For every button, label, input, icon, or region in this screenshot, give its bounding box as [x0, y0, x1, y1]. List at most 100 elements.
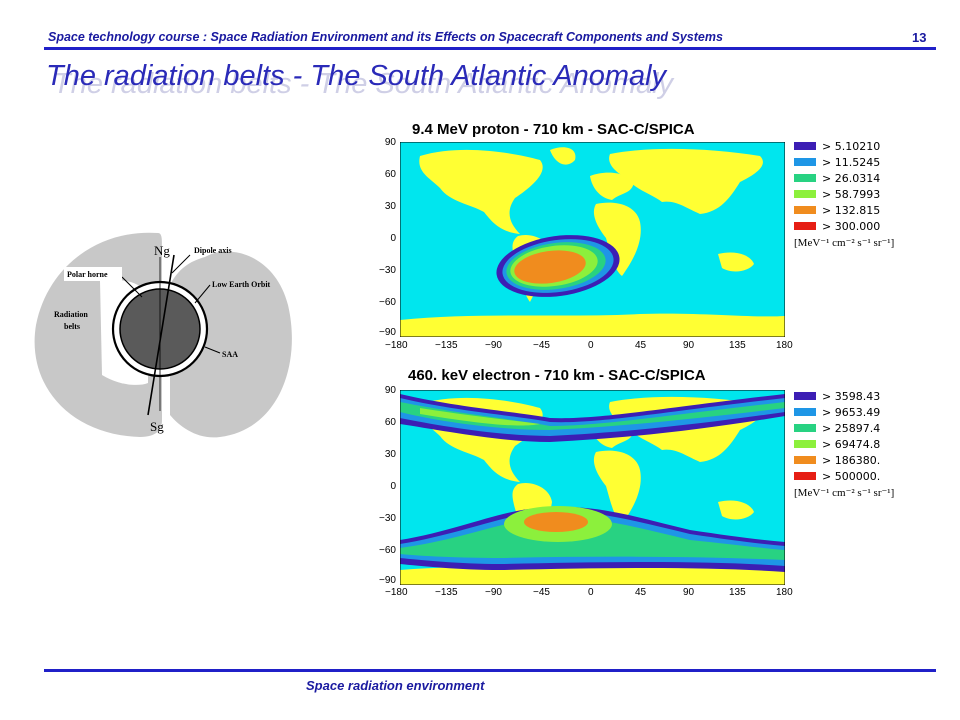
y-tick: −60 [379, 545, 396, 556]
y-tick: 60 [384, 169, 396, 180]
north-label: Ng [154, 243, 170, 258]
legend-unit: [MeV⁻¹ cm⁻² s⁻¹ sr⁻¹] [794, 487, 895, 499]
y-tick: 90 [384, 137, 396, 148]
right-radiation-belt [170, 251, 292, 438]
y-tick: 60 [384, 417, 396, 428]
legend-swatch [794, 142, 816, 150]
electron-map-legend: > 3598.43 > 9653.49 > 25897.4 > 69474.8 … [794, 388, 954, 499]
x-tick: 90 [683, 587, 695, 598]
y-tick: 30 [384, 449, 396, 460]
legend-swatch [794, 456, 816, 464]
y-tick: −60 [379, 297, 396, 308]
legend-item: > 3598.43 [794, 388, 954, 404]
footer-rule [44, 669, 936, 672]
x-tick: −180 [385, 340, 408, 351]
radiation-label: Radiation [54, 310, 88, 319]
x-tick: −90 [485, 340, 502, 351]
x-tick: −90 [485, 587, 502, 598]
legend-label: > 132.815 [822, 203, 881, 217]
legend-unit: [MeV⁻¹ cm⁻² s⁻¹ sr⁻¹] [794, 237, 895, 249]
low-earth-orbit-label: Low Earth Orbit [212, 280, 271, 289]
x-tick: 45 [635, 587, 647, 598]
leo-pointer [194, 284, 211, 304]
legend-label: > 26.0314 [822, 171, 881, 185]
dipole-axis-label: Dipole axis [194, 246, 232, 255]
proton-map-title: 9.4 MeV proton - 710 km - SAC-C/SPICA [412, 121, 695, 138]
legend-swatch [794, 190, 816, 198]
proton-map-x-axis: −180 −135 −90 −45 0 45 90 135 180 [385, 340, 800, 354]
dipole-axis-line [147, 254, 175, 416]
legend-label: > 300.000 [822, 219, 881, 233]
legend-item: > 132.815 [794, 202, 954, 218]
saa-contours [496, 235, 620, 297]
y-tick: −90 [379, 575, 396, 586]
legend-swatch [794, 206, 816, 214]
legend-item: > 300.000 [794, 218, 954, 234]
polar-pointer [121, 276, 143, 298]
saa-pointer [204, 346, 221, 354]
page-number: 13 [912, 30, 927, 45]
electron-flux-map [400, 390, 785, 585]
y-tick: −30 [379, 265, 396, 276]
legend-label: > 500000. [822, 469, 881, 483]
legend-swatch [794, 158, 816, 166]
header-rule [44, 47, 936, 50]
legend-item: > 58.7993 [794, 186, 954, 202]
belts-label: belts [64, 322, 80, 331]
legend-swatch [794, 408, 816, 416]
y-tick: −90 [379, 327, 396, 338]
legend-label: > 69474.8 [822, 437, 881, 451]
y-tick: 30 [384, 201, 396, 212]
legend-label: > 25897.4 [822, 421, 881, 435]
x-tick: 0 [588, 340, 594, 351]
radiation-belt-diagram: Ng Sg Dipole axis Polar horne Low Earth … [34, 232, 292, 438]
legend-swatch [794, 174, 816, 182]
legend-item: > 11.5245 [794, 154, 954, 170]
x-tick: 90 [683, 340, 695, 351]
x-tick: 135 [729, 340, 746, 351]
x-tick: 180 [776, 340, 793, 351]
legend-swatch [794, 222, 816, 230]
legend-label: > 3598.43 [822, 389, 881, 403]
dipole-pointer [171, 254, 191, 274]
slide-title-shadow: The radiation belts - The South Atlantic… [53, 68, 674, 100]
south-label: Sg [150, 419, 164, 434]
proton-map-legend: > 5.10210 > 11.5245 > 26.0314 > 58.7993 … [794, 138, 954, 249]
x-tick: 180 [776, 587, 793, 598]
x-tick: −45 [533, 587, 550, 598]
legend-swatch [794, 424, 816, 432]
legend-item: > 25897.4 [794, 420, 954, 436]
legend-label: > 5.10210 [822, 139, 881, 153]
x-tick: 0 [588, 587, 594, 598]
polar-horne-box [64, 267, 122, 281]
legend-swatch [794, 440, 816, 448]
legend-item: > 9653.49 [794, 404, 954, 420]
continents [400, 147, 785, 337]
legend-label: > 186380. [822, 453, 881, 467]
legend-swatch [794, 392, 816, 400]
legend-item: > 500000. [794, 468, 954, 484]
legend-item: > 69474.8 [794, 436, 954, 452]
polar-horne-label: Polar horne [67, 270, 108, 279]
y-tick: −30 [379, 513, 396, 524]
x-tick: −135 [435, 587, 458, 598]
x-tick: −135 [435, 340, 458, 351]
y-tick: 0 [390, 233, 396, 244]
north-belt-contours [400, 394, 785, 442]
footer-text: Space radiation environment [306, 678, 485, 693]
saa-label: SAA [222, 350, 238, 359]
electron-map-x-axis: −180 −135 −90 −45 0 45 90 135 180 [385, 587, 800, 601]
header-course-text: Space technology course : Space Radiatio… [48, 30, 723, 44]
y-tick: 0 [390, 481, 396, 492]
x-tick: −45 [533, 340, 550, 351]
south-belt-contours [400, 506, 785, 572]
legend-label: > 9653.49 [822, 405, 881, 419]
x-tick: 45 [635, 340, 647, 351]
legend-label: > 11.5245 [822, 155, 881, 169]
legend-item: > 5.10210 [794, 138, 954, 154]
proton-flux-map [400, 142, 785, 337]
legend-swatch [794, 472, 816, 480]
electron-map-title: 460. keV electron - 710 km - SAC-C/SPICA [408, 367, 706, 384]
x-tick: 135 [729, 587, 746, 598]
x-tick: −180 [385, 587, 408, 598]
